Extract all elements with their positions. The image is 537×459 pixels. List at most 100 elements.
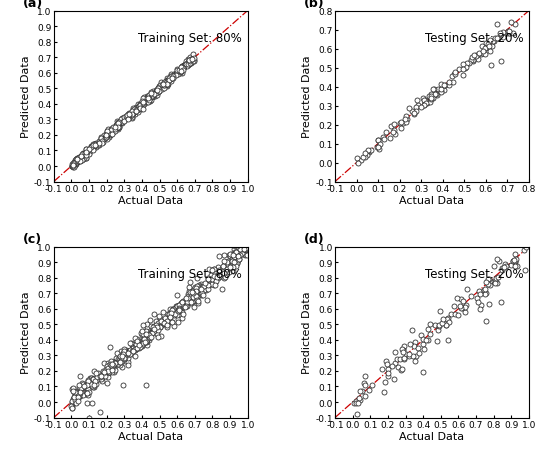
Point <box>129 348 137 355</box>
Point <box>179 303 187 310</box>
Point <box>107 128 116 135</box>
Point <box>460 65 469 73</box>
Point <box>143 95 152 102</box>
Point <box>82 384 91 392</box>
Point <box>126 346 135 353</box>
Point <box>162 82 171 89</box>
Point <box>175 302 184 309</box>
Point <box>157 85 165 92</box>
Point <box>84 391 93 398</box>
Point <box>202 297 211 304</box>
Point <box>79 150 88 157</box>
Point <box>185 293 194 300</box>
Point <box>99 139 107 146</box>
Point <box>202 280 211 288</box>
Point <box>74 398 83 405</box>
Point <box>426 91 435 99</box>
Point <box>139 95 147 103</box>
Point <box>143 99 152 106</box>
Point <box>103 136 111 143</box>
Point <box>90 143 98 151</box>
Point <box>147 95 155 102</box>
Point <box>231 249 240 256</box>
Point <box>154 88 162 95</box>
Point <box>162 75 171 83</box>
Point <box>149 325 157 332</box>
Point <box>113 123 122 131</box>
Point <box>135 101 144 109</box>
Point <box>155 86 164 94</box>
Point <box>179 297 188 305</box>
Point <box>83 400 91 407</box>
Point <box>405 341 414 348</box>
Point <box>191 292 200 300</box>
Point <box>403 116 411 123</box>
Point <box>100 133 109 140</box>
Point <box>421 97 430 104</box>
Point <box>97 137 105 145</box>
Point <box>496 59 505 66</box>
Point <box>400 355 408 362</box>
Point <box>378 366 386 373</box>
Point <box>72 392 81 399</box>
Point <box>213 264 222 271</box>
Point <box>451 311 460 318</box>
Point <box>240 251 249 258</box>
Point <box>119 349 127 357</box>
Point <box>175 305 184 313</box>
Point <box>140 97 149 104</box>
Point <box>500 261 509 268</box>
Point <box>493 256 502 263</box>
Point <box>152 317 161 325</box>
Point <box>374 137 382 145</box>
Point <box>442 316 451 323</box>
Point <box>132 345 140 353</box>
Point <box>437 88 445 95</box>
Point <box>131 104 140 111</box>
Point <box>164 314 173 322</box>
Point <box>162 78 171 85</box>
Point <box>148 92 157 100</box>
Point <box>113 122 121 129</box>
Point <box>442 322 451 329</box>
Point <box>89 142 98 149</box>
Point <box>151 90 160 97</box>
Point <box>152 324 161 331</box>
Point <box>76 389 85 396</box>
Point <box>220 266 228 273</box>
Point <box>207 271 215 279</box>
Point <box>441 321 450 329</box>
Point <box>153 330 161 338</box>
Point <box>459 72 467 79</box>
Point <box>115 123 124 131</box>
Point <box>184 291 192 298</box>
Point <box>137 337 146 345</box>
Point <box>230 258 238 266</box>
Point <box>402 119 411 126</box>
Point <box>81 385 90 392</box>
Point <box>93 369 102 376</box>
Point <box>153 87 161 95</box>
Point <box>168 319 176 326</box>
Point <box>161 317 169 324</box>
Point <box>243 234 251 241</box>
Point <box>437 87 446 94</box>
Point <box>165 319 173 326</box>
Point <box>474 298 482 306</box>
Point <box>352 155 361 162</box>
Point <box>78 151 87 158</box>
Point <box>198 291 206 299</box>
Point <box>363 152 372 160</box>
Point <box>86 375 95 382</box>
Point <box>82 146 90 154</box>
Point <box>90 143 98 150</box>
Point <box>93 375 102 383</box>
Point <box>187 60 195 67</box>
Point <box>172 69 181 76</box>
Point <box>130 346 139 353</box>
Point <box>146 95 154 102</box>
Point <box>157 84 165 91</box>
Point <box>209 273 218 280</box>
Point <box>221 262 230 269</box>
Point <box>91 377 99 385</box>
